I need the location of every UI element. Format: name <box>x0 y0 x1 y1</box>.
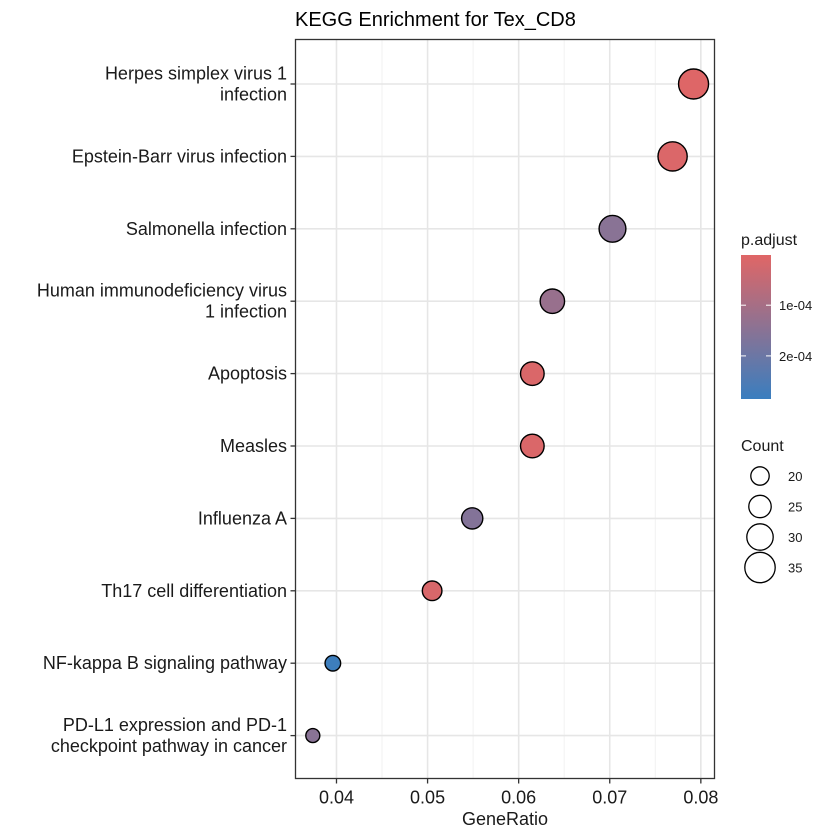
colorbar-tick-label: 1e-04 <box>779 298 812 313</box>
x-axis-label: GeneRatio <box>462 809 548 829</box>
count-legend-label: 20 <box>788 469 802 484</box>
data-point <box>598 214 627 243</box>
p-adjust-legend-title: p.adjust <box>741 232 798 249</box>
data-point <box>460 507 484 530</box>
count-legend-label: 25 <box>788 500 802 515</box>
y-tick-label: Influenza A <box>198 508 287 528</box>
colorbar-tick-label: 2e-04 <box>779 349 812 364</box>
data-point <box>539 288 566 315</box>
y-tick-label: Epstein-Barr virus infection <box>72 146 287 166</box>
data-point <box>305 727 321 744</box>
count-legend-key <box>744 551 776 584</box>
count-legend-label: 35 <box>788 561 802 576</box>
chart-title: KEGG Enrichment for Tex_CD8 <box>295 9 576 31</box>
x-tick-label: 0.05 <box>410 788 445 808</box>
data-point <box>519 361 545 387</box>
x-axis: 0.04 0.05 0.06 0.07 0.08 <box>319 778 718 808</box>
y-tick-label: 1 infection <box>205 302 287 322</box>
y-tick-label: Herpes simplex virus 1 <box>105 64 287 84</box>
y-tick-label: Measles <box>220 436 287 456</box>
y-tick-label: Apoptosis <box>208 364 287 384</box>
data-point <box>677 68 710 100</box>
data-point <box>421 580 443 602</box>
data-point <box>657 141 688 172</box>
count-legend-label: 30 <box>788 530 802 545</box>
p-adjust-legend: p.adjust 1e-04 2e-04 <box>741 232 812 399</box>
plot-panel-border <box>294 38 716 780</box>
y-tick-label: Salmonella infection <box>126 219 287 239</box>
x-tick-label: 0.08 <box>683 788 718 808</box>
data-point <box>324 654 342 672</box>
count-legend-key <box>748 494 772 519</box>
grid-lines <box>295 39 715 779</box>
y-tick-label: NF-kappa B signaling pathway <box>43 653 287 673</box>
x-tick-label: 0.04 <box>319 788 354 808</box>
y-tick-label: checkpoint pathway in cancer <box>51 736 287 756</box>
data-points <box>305 68 710 744</box>
y-tick-label: Th17 cell differentiation <box>101 581 287 601</box>
count-legend-key <box>746 523 774 551</box>
data-point <box>519 433 545 459</box>
y-tick-label: infection <box>220 85 287 105</box>
x-tick-label: 0.06 <box>501 788 536 808</box>
y-tick-label: Human immunodeficiency virus <box>37 281 287 301</box>
x-tick-label: 0.07 <box>592 788 627 808</box>
count-legend: Count 20 25 30 35 <box>741 438 802 584</box>
count-legend-title: Count <box>741 438 784 455</box>
p-adjust-colorbar <box>741 255 771 399</box>
y-tick-label: PD-L1 expression and PD-1 <box>63 715 287 735</box>
count-legend-key <box>750 466 770 486</box>
